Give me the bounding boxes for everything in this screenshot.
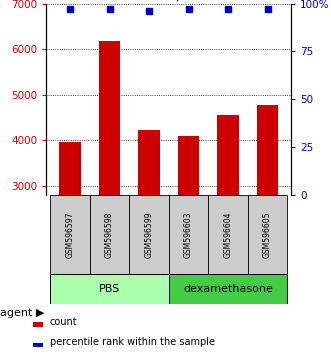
Bar [169, 195, 208, 274]
Bar [129, 195, 169, 274]
Text: agent ▶: agent ▶ [0, 308, 44, 318]
Bar [217, 115, 239, 322]
Text: count: count [50, 317, 77, 327]
Bar [169, 274, 287, 304]
Text: PBS: PBS [99, 284, 120, 295]
Bar [248, 195, 287, 274]
Bar [33, 322, 43, 326]
Bar [33, 343, 43, 347]
Bar [208, 195, 248, 274]
Bar [50, 195, 90, 274]
Title: GDS5036 / 14366: GDS5036 / 14366 [107, 0, 230, 2]
Text: percentile rank within the sample: percentile rank within the sample [50, 337, 214, 347]
Bar [138, 130, 160, 322]
Text: GSM596598: GSM596598 [105, 211, 114, 258]
Bar [178, 136, 200, 322]
Text: dexamethasone: dexamethasone [183, 284, 273, 295]
Text: GSM596599: GSM596599 [145, 211, 154, 258]
Text: GSM596597: GSM596597 [66, 211, 74, 258]
Bar [99, 41, 120, 322]
Bar [90, 195, 129, 274]
Bar [257, 104, 278, 322]
Bar [59, 142, 81, 322]
Bar [50, 274, 169, 304]
Text: GSM596604: GSM596604 [223, 211, 233, 258]
Text: GSM596605: GSM596605 [263, 211, 272, 258]
Text: GSM596603: GSM596603 [184, 211, 193, 258]
